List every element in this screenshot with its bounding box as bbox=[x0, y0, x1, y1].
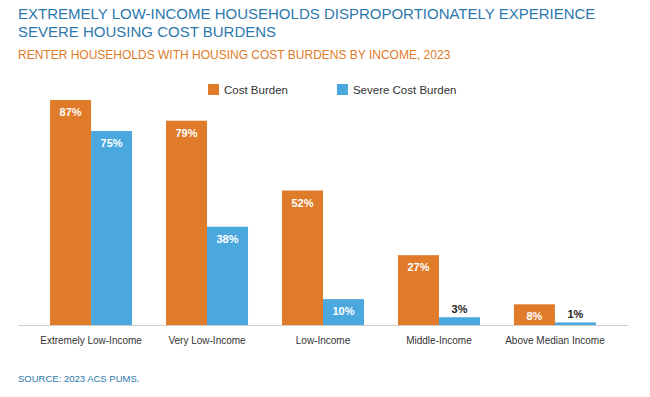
data-label: 1% bbox=[567, 308, 583, 320]
tick: Very Low-Income bbox=[168, 335, 246, 346]
bar bbox=[439, 317, 480, 325]
x-axis: Extremely Low-Income Very Low-Income Low-I… bbox=[19, 326, 629, 347]
data-label: 87% bbox=[60, 106, 82, 118]
tick-label: Extremely Low-Income bbox=[40, 335, 142, 346]
source: SOURCE: 2023 ACS PUMS. bbox=[18, 373, 139, 384]
bars bbox=[50, 100, 596, 325]
bar bbox=[282, 191, 323, 325]
title-line: SEVERE HOUSING COST BURDENS bbox=[18, 23, 276, 40]
title: EXTREMELY LOW-INCOME HOUSEHOLDS DISPROPO… bbox=[18, 5, 595, 40]
bar bbox=[166, 121, 207, 325]
legend: Cost Burden Severe Cost Burden bbox=[208, 84, 457, 96]
axis-line bbox=[19, 325, 629, 326]
tick: Above Median Income bbox=[505, 335, 605, 346]
tick-label: Above Median Income bbox=[505, 335, 605, 346]
data-label: 52% bbox=[291, 197, 313, 209]
subtitle: RENTER HOUSEHOLDS WITH HOUSING COST BURD… bbox=[18, 48, 451, 62]
tick: Extremely Low-Income bbox=[40, 335, 142, 346]
tick: Low-Income bbox=[296, 335, 351, 346]
data-label: 27% bbox=[407, 261, 429, 273]
tick-label: Very Low-Income bbox=[168, 335, 246, 346]
tick: Middle-Income bbox=[406, 335, 472, 346]
data-label: 10% bbox=[332, 305, 354, 317]
chart: EXTREMELY LOW-INCOME HOUSEHOLDS DISPROPO… bbox=[0, 0, 650, 397]
bar bbox=[398, 255, 439, 325]
bar bbox=[514, 304, 555, 325]
bar bbox=[91, 131, 132, 325]
legend-label: Severe Cost Burden bbox=[353, 84, 457, 96]
legend-swatch bbox=[337, 84, 348, 95]
bar bbox=[323, 299, 364, 325]
data-label: 38% bbox=[217, 233, 239, 245]
legend-swatch bbox=[208, 84, 219, 95]
bar bbox=[555, 322, 596, 325]
legend-label: Cost Burden bbox=[224, 84, 288, 96]
title-line: EXTREMELY LOW-INCOME HOUSEHOLDS DISPROPO… bbox=[18, 5, 595, 22]
bar bbox=[207, 227, 248, 325]
tick-label: Low-Income bbox=[296, 335, 351, 346]
data-labels: 87% 79% 52% 27% 8% 75% 38% 10% 3% 1% bbox=[60, 106, 584, 322]
data-label: 75% bbox=[101, 137, 123, 149]
data-label: 79% bbox=[176, 127, 198, 139]
data-label: 3% bbox=[452, 303, 468, 315]
data-label: 8% bbox=[526, 310, 542, 322]
bar bbox=[50, 100, 91, 325]
tick-label: Middle-Income bbox=[406, 335, 472, 346]
